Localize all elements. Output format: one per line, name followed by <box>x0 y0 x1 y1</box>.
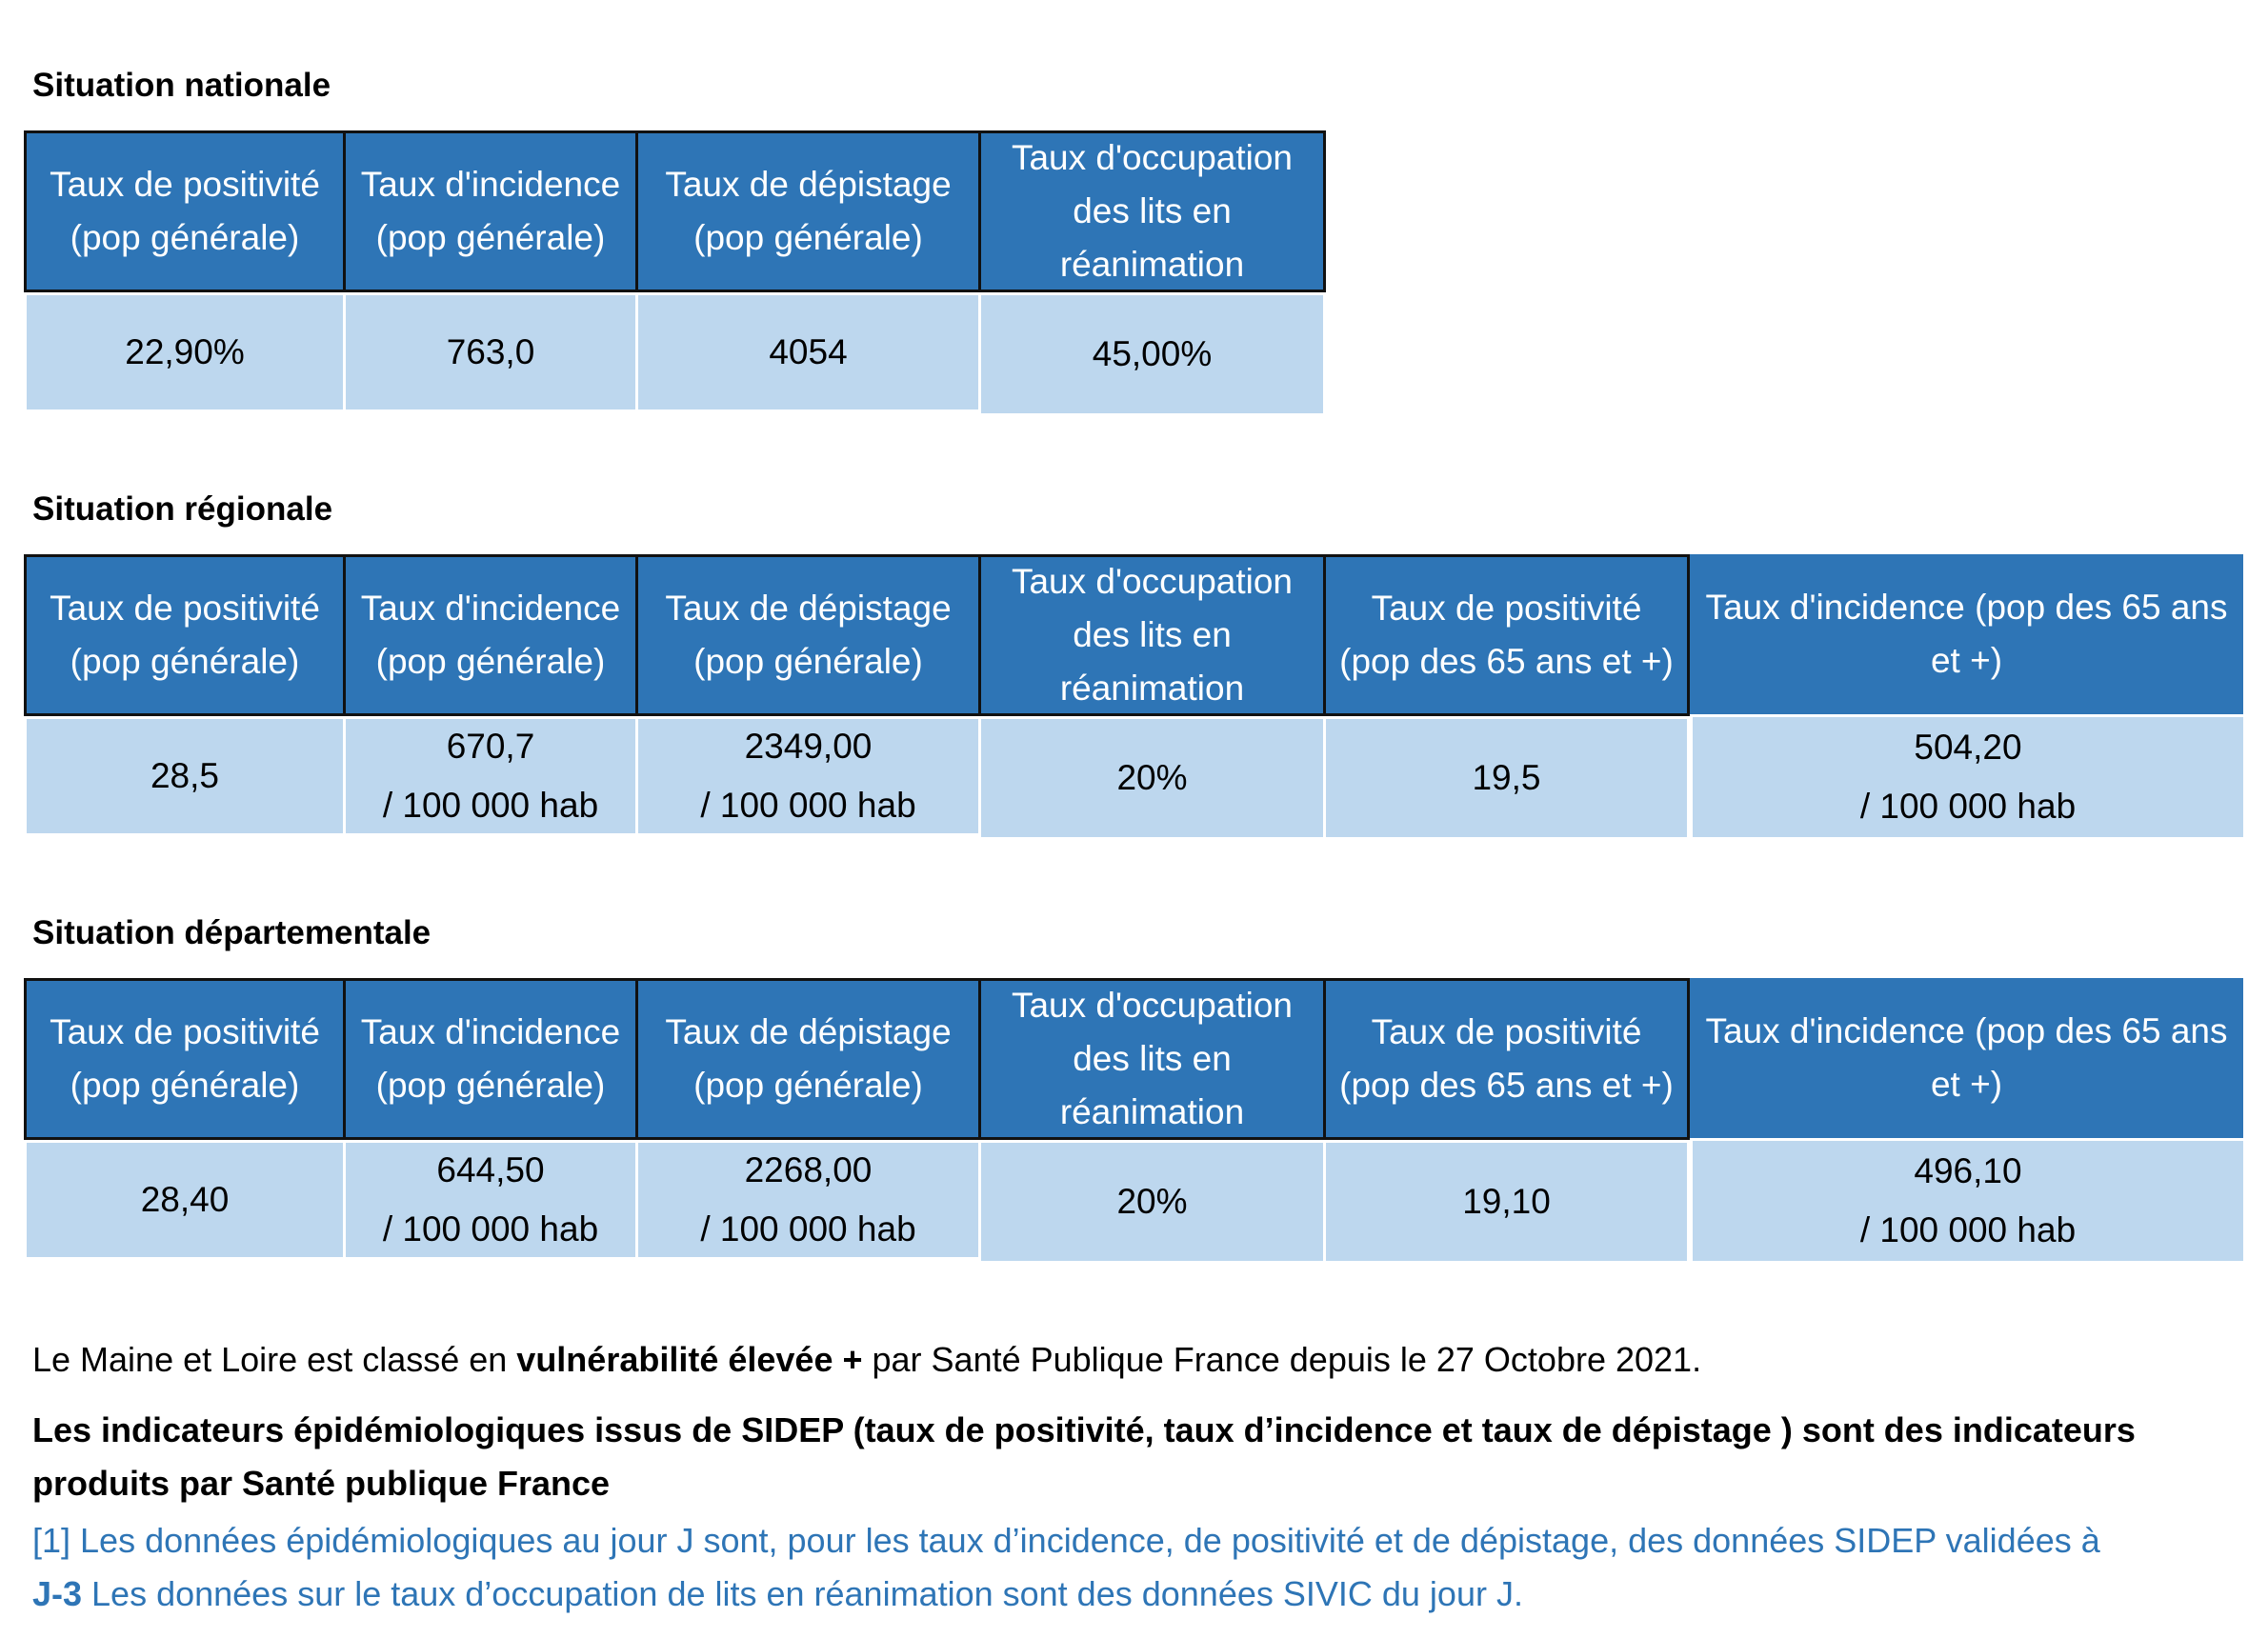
footnote: [1] Les données épidémiologiques au jour… <box>32 1514 2242 1621</box>
value-cell: 22,90% <box>27 295 343 410</box>
header-cell: Taux de positivité (pop des 65 ans et +) <box>1323 554 1690 716</box>
footnote-line1: [1] Les données épidémiologiques au jour… <box>32 1521 2100 1560</box>
sidep-note-line1: Les indicateurs épidémiologiques issus d… <box>32 1410 2136 1449</box>
header-cell: Taux de dépistage (pop générale) <box>635 978 981 1140</box>
value-cell: 20% <box>981 1143 1323 1261</box>
header-cell: Taux d'incidence (pop des 65 ans et +) <box>1690 554 2243 714</box>
value-cell: 28,40 <box>27 1143 343 1257</box>
vulnerability-level: vulnérabilité élevée + <box>516 1340 863 1379</box>
sidep-note-line2: produits par Santé publique France <box>32 1464 611 1503</box>
header-cell: Taux d'occupation des lits en réanimatio… <box>978 130 1326 292</box>
vulnerability-text-pre: Le Maine et Loire est classé en <box>32 1340 517 1379</box>
footnote-j3: J-3 <box>32 1574 83 1613</box>
value-cell: 45,00% <box>981 295 1323 413</box>
value-cell: 2349,00 / 100 000 hab <box>638 719 978 833</box>
vulnerability-note: Le Maine et Loire est classé en vulnérab… <box>32 1333 2242 1387</box>
vulnerability-text-post: par Santé Publique France depuis le 27 O… <box>862 1340 1702 1379</box>
header-cell: Taux d'incidence (pop générale) <box>343 978 638 1140</box>
value-cell: 763,0 <box>346 295 635 410</box>
section-title-regionale: Situation régionale <box>32 490 333 528</box>
header-cell: Taux d'incidence (pop générale) <box>343 554 638 716</box>
value-cell: 670,7 / 100 000 hab <box>346 719 635 833</box>
value-cell: 4054 <box>638 295 978 410</box>
section-title-departementale: Situation départementale <box>32 914 432 951</box>
value-cell: 28,5 <box>27 719 343 833</box>
header-cell: Taux de dépistage (pop générale) <box>635 554 981 716</box>
value-cell: 19,10 <box>1326 1143 1687 1261</box>
section-title-nationale: Situation nationale <box>32 67 331 104</box>
header-cell: Taux de positivité (pop générale) <box>24 130 346 292</box>
header-cell: Taux de positivité (pop générale) <box>24 554 346 716</box>
header-cell: Taux de dépistage (pop générale) <box>635 130 981 292</box>
header-cell: Taux d'incidence (pop des 65 ans et +) <box>1690 978 2243 1138</box>
value-cell: 2268,00 / 100 000 hab <box>638 1143 978 1257</box>
header-cell: Taux d'occupation des lits en réanimatio… <box>978 554 1326 716</box>
value-cell: 20% <box>981 719 1323 837</box>
value-cell: 504,20 / 100 000 hab <box>1693 717 2243 837</box>
sidep-note: Les indicateurs épidémiologiques issus d… <box>32 1404 2242 1510</box>
value-cell: 644,50 / 100 000 hab <box>346 1143 635 1257</box>
footnote-line2-text: Les données sur le taux d’occupation de … <box>82 1574 1523 1613</box>
header-cell: Taux de positivité (pop des 65 ans et +) <box>1323 978 1690 1140</box>
header-cell: Taux d'incidence (pop générale) <box>343 130 638 292</box>
value-cell: 496,10 / 100 000 hab <box>1693 1141 2243 1261</box>
value-cell: 19,5 <box>1326 719 1687 837</box>
header-cell: Taux d'occupation des lits en réanimatio… <box>978 978 1326 1140</box>
header-cell: Taux de positivité (pop générale) <box>24 978 346 1140</box>
footnote-line2: J-3 Les données sur le taux d’occupation… <box>32 1568 2242 1621</box>
